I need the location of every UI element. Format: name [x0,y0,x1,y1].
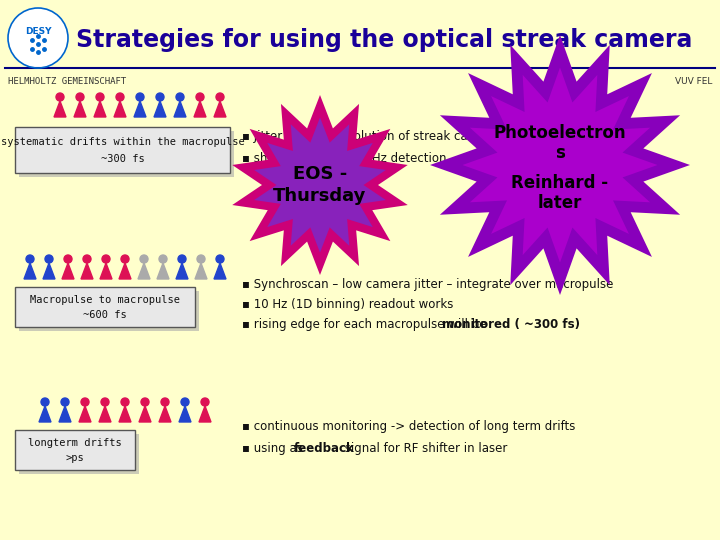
Polygon shape [59,406,71,422]
Text: ▪ continuous monitoring -> detection of long term drifts: ▪ continuous monitoring -> detection of … [242,420,575,433]
Text: DESY: DESY [24,26,51,36]
Polygon shape [119,263,131,279]
Circle shape [216,255,224,263]
Polygon shape [254,118,386,253]
Polygon shape [74,101,86,117]
Text: feedback: feedback [294,442,355,455]
Polygon shape [24,263,36,279]
Polygon shape [114,101,126,117]
Polygon shape [139,406,151,422]
Circle shape [83,255,91,263]
FancyBboxPatch shape [19,291,199,331]
Text: ▪ Synchroscan – low camera jitter – integrate over macropulse: ▪ Synchroscan – low camera jitter – inte… [242,278,613,291]
Polygon shape [233,95,408,275]
Polygon shape [138,263,150,279]
Polygon shape [195,263,207,279]
Text: signal for RF shifter in laser: signal for RF shifter in laser [341,442,507,455]
Text: >ps: >ps [66,453,84,463]
Circle shape [81,398,89,406]
FancyBboxPatch shape [15,127,230,173]
Circle shape [197,255,205,263]
FancyBboxPatch shape [19,131,234,177]
Circle shape [41,398,49,406]
Circle shape [45,255,53,263]
Text: ▪ using as: ▪ using as [242,442,307,455]
Polygon shape [100,263,112,279]
Polygon shape [199,406,211,422]
Polygon shape [157,263,169,279]
Polygon shape [43,263,55,279]
FancyBboxPatch shape [15,287,195,327]
Circle shape [101,398,109,406]
Circle shape [8,8,68,68]
Circle shape [178,255,186,263]
Circle shape [176,93,184,101]
Circle shape [141,398,149,406]
Polygon shape [119,406,131,422]
Circle shape [26,255,34,263]
Circle shape [140,255,148,263]
Text: Photoelectron
s: Photoelectron s [494,124,626,163]
Circle shape [159,255,167,263]
Text: longterm drifts: longterm drifts [28,438,122,448]
Text: ▪ 10 Hz (1D binning) readout works: ▪ 10 Hz (1D binning) readout works [242,298,454,311]
Polygon shape [179,406,191,422]
Circle shape [196,93,204,101]
FancyBboxPatch shape [19,434,139,474]
Circle shape [136,93,144,101]
Text: Strategies for using the optical streak camera: Strategies for using the optical streak … [76,28,693,52]
Text: ▪ Jitter close to resolution of streak camera (~300 fs): ▪ Jitter close to resolution of streak c… [242,130,557,143]
Text: Reinhard -
later: Reinhard - later [511,173,608,212]
Text: ▪ rising edge for each macropulse will be: ▪ rising edge for each macropulse will b… [242,318,490,331]
Polygon shape [194,101,206,117]
Polygon shape [174,101,186,117]
Text: VUV FEL: VUV FEL [675,77,712,86]
Circle shape [61,398,69,406]
Text: ▪ shutter suited for 1 Hz detection: ▪ shutter suited for 1 Hz detection [242,152,446,165]
Circle shape [56,93,64,101]
Text: Macropulse to macropulse: Macropulse to macropulse [30,295,180,305]
Polygon shape [430,35,690,295]
Polygon shape [81,263,93,279]
Text: monitored ( ~300 fs): monitored ( ~300 fs) [441,318,580,331]
Polygon shape [462,68,657,262]
Circle shape [201,398,209,406]
Polygon shape [54,101,66,117]
Polygon shape [214,101,226,117]
Polygon shape [39,406,51,422]
Circle shape [161,398,169,406]
Polygon shape [176,263,188,279]
FancyBboxPatch shape [15,430,135,470]
Polygon shape [134,101,146,117]
Text: EOS -
Thursday: EOS - Thursday [274,165,366,205]
Text: systematic drifts within the macropulse: systematic drifts within the macropulse [1,137,244,147]
Polygon shape [99,406,111,422]
Text: ~300 fs: ~300 fs [101,154,145,164]
Circle shape [121,398,129,406]
Circle shape [156,93,164,101]
Circle shape [216,93,224,101]
Polygon shape [159,406,171,422]
Circle shape [96,93,104,101]
Polygon shape [62,263,74,279]
Circle shape [116,93,124,101]
Text: HELMHOLTZ GEMEINSCHAFT: HELMHOLTZ GEMEINSCHAFT [8,77,126,86]
Polygon shape [94,101,106,117]
Circle shape [181,398,189,406]
Circle shape [121,255,129,263]
Polygon shape [79,406,91,422]
Circle shape [64,255,72,263]
Polygon shape [214,263,226,279]
Circle shape [102,255,110,263]
Circle shape [76,93,84,101]
Polygon shape [154,101,166,117]
Text: ~600 fs: ~600 fs [83,310,127,320]
